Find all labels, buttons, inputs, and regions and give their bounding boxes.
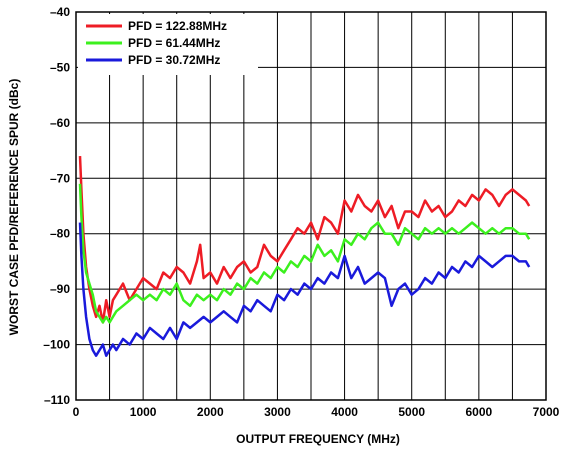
series-line-1 bbox=[78, 156, 531, 324]
y-axis-label: WORST CASE PFD/REFERENCE SPUR (dBc) bbox=[7, 79, 21, 336]
legend-label: PFD = 122.88MHz bbox=[128, 19, 227, 33]
legend: PFD = 122.88MHz PFD = 61.44MHz PFD = 30.72… bbox=[78, 14, 258, 75]
y-tick-label: –80 bbox=[50, 227, 70, 241]
series-lines bbox=[78, 156, 531, 357]
y-tick-label: –110 bbox=[44, 393, 70, 407]
x-tick-label: 3000 bbox=[264, 405, 291, 419]
tick-labels: 0 1000 2000 3000 4000 5000 6000 7000 –110 –100 –90… bbox=[43, 5, 559, 419]
y-tick-label: –40 bbox=[50, 5, 70, 19]
x-axis-label: OUTPUT FREQUENCY (MHz) bbox=[236, 432, 400, 446]
grid bbox=[76, 12, 546, 400]
series-line-2 bbox=[78, 183, 531, 324]
y-tick-label: –60 bbox=[50, 116, 70, 130]
x-tick-label: 0 bbox=[73, 405, 80, 419]
legend-label: PFD = 30.72MHz bbox=[128, 53, 220, 67]
series-line-3 bbox=[78, 222, 531, 357]
y-tick-label: –90 bbox=[50, 282, 70, 296]
plot-frame bbox=[75, 11, 547, 401]
legend-label: PFD = 61.44MHz bbox=[128, 36, 220, 50]
x-tick-label: 2000 bbox=[197, 405, 224, 419]
x-tick-label: 7000 bbox=[533, 405, 560, 419]
y-tick-label: –50 bbox=[50, 60, 70, 74]
y-tick-label: –70 bbox=[50, 171, 70, 185]
x-tick-label: 5000 bbox=[398, 405, 425, 419]
y-tick-label: –100 bbox=[43, 338, 70, 352]
x-tick-label: 4000 bbox=[331, 405, 358, 419]
x-tick-label: 1000 bbox=[130, 405, 157, 419]
x-tick-label: 6000 bbox=[466, 405, 493, 419]
